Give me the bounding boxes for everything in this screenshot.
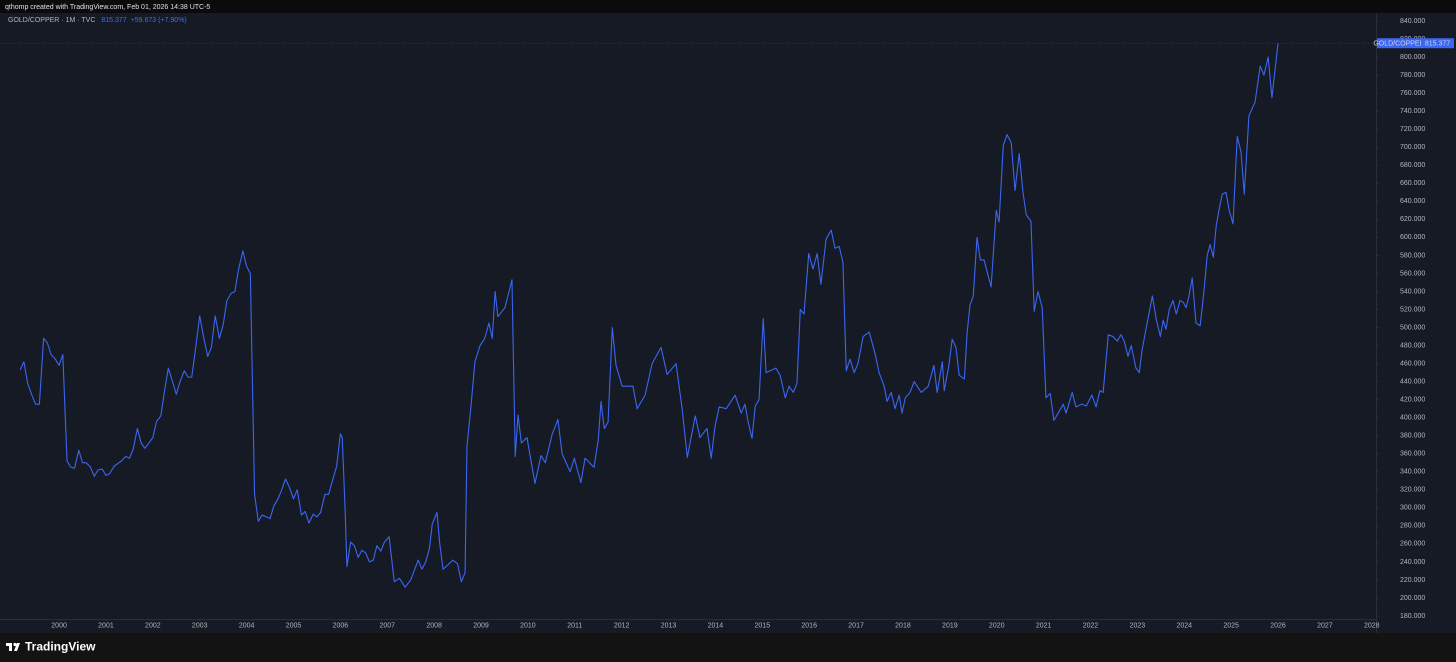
y-tick-label: 500.000	[1400, 324, 1425, 331]
logo-shape	[14, 643, 20, 651]
x-tick-label: 2023	[1130, 622, 1146, 629]
price-tag-value-bg	[1421, 38, 1454, 49]
y-tick-label: 380.000	[1400, 433, 1425, 440]
y-tick-label: 400.000	[1400, 415, 1425, 422]
brand-logo	[6, 642, 20, 651]
y-tick-label: 580.000	[1400, 252, 1425, 259]
x-tick-label: 2027	[1317, 622, 1333, 629]
legend: GOLD/COPPER · 1M · TVC 815.377 +59.673 (+…	[8, 17, 187, 24]
y-tick-label: 780.000	[1400, 72, 1425, 79]
x-tick-label: 2013	[661, 622, 677, 629]
x-tick-label: 2002	[145, 622, 161, 629]
y-tick-label: 360.000	[1400, 451, 1425, 458]
legend-change: +59.673 (+7.90%)	[131, 17, 187, 24]
y-tick-label: 460.000	[1400, 360, 1425, 367]
y-tick-label: 340.000	[1400, 469, 1425, 476]
top-bar	[0, 0, 1456, 13]
logo-shape	[13, 642, 17, 647]
x-tick-label: 2028	[1364, 622, 1380, 629]
y-tick-label: 800.000	[1400, 54, 1425, 61]
x-tick-label: 2019	[942, 622, 958, 629]
x-tick-label: 2015	[755, 622, 771, 629]
y-tick-label: 660.000	[1400, 180, 1425, 187]
y-tick-label: 560.000	[1400, 270, 1425, 277]
x-tick-label: 2004	[239, 622, 255, 629]
y-tick-label: 680.000	[1400, 162, 1425, 169]
footer-bar	[0, 633, 1456, 662]
x-tick-label: 2021	[1036, 622, 1052, 629]
chart-background	[0, 13, 1456, 633]
x-tick-label: 2006	[333, 622, 349, 629]
y-tick-label: 300.000	[1400, 505, 1425, 512]
x-tick-label: 2012	[614, 622, 630, 629]
y-tick-label: 520.000	[1400, 306, 1425, 313]
y-tick-label: 180.000	[1400, 613, 1425, 620]
x-tick-label: 2011	[567, 622, 582, 629]
x-tick-label: 2017	[848, 622, 864, 629]
x-tick-label: 2005	[286, 622, 302, 629]
legend-last-value: 815.377	[101, 17, 126, 24]
y-tick-label: 220.000	[1400, 577, 1425, 584]
x-tick-label: 2009	[473, 622, 489, 629]
y-tick-label: 620.000	[1400, 216, 1425, 223]
price-tag-name-bg	[1377, 38, 1421, 49]
x-tick-label: 2022	[1083, 622, 1099, 629]
price-line	[19, 43, 1279, 588]
x-tick-label: 2001	[98, 622, 114, 629]
y-tick-label: 420.000	[1400, 397, 1425, 404]
y-tick-label: 700.000	[1400, 144, 1425, 151]
y-tick-label: 320.000	[1400, 487, 1425, 494]
attribution: qthomp created with TradingView.com, Feb…	[5, 4, 210, 11]
price-tag-value: 815.377	[1425, 41, 1450, 48]
x-tick-label: 2016	[801, 622, 817, 629]
y-tick-label: 760.000	[1400, 90, 1425, 97]
y-tick-label: 740.000	[1400, 108, 1425, 115]
y-tick-label: 260.000	[1400, 541, 1425, 548]
x-tick-label: 2020	[989, 622, 1005, 629]
x-tick-label: 2025	[1223, 622, 1239, 629]
x-tick-label: 2026	[1270, 622, 1286, 629]
x-tick-label: 2014	[708, 622, 724, 629]
x-tick-label: 2007	[379, 622, 395, 629]
price-tag-name: GOLD/COPPER	[1373, 41, 1424, 48]
y-tick-label: 440.000	[1400, 378, 1425, 385]
y-tick-label: 240.000	[1400, 559, 1425, 566]
y-tick-label: 200.000	[1400, 595, 1425, 602]
legend-title: GOLD/COPPER · 1M · TVC	[8, 17, 95, 24]
y-tick-label: 840.000	[1400, 18, 1425, 25]
brand-name: TradingView	[25, 640, 96, 654]
logo-shape	[9, 643, 12, 651]
x-tick-label: 2024	[1176, 622, 1192, 629]
y-tick-label: 540.000	[1400, 288, 1425, 295]
y-tick-label: 280.000	[1400, 523, 1425, 530]
x-tick-label: 2008	[426, 622, 442, 629]
y-tick-label: 600.000	[1400, 234, 1425, 241]
y-tick-label: 720.000	[1400, 126, 1425, 133]
x-tick-label: 2010	[520, 622, 536, 629]
x-tick-label: 2003	[192, 622, 208, 629]
x-tick-label: 2018	[895, 622, 911, 629]
y-tick-label: 640.000	[1400, 198, 1425, 205]
y-tick-label: 480.000	[1400, 342, 1425, 349]
x-tick-label: 2000	[51, 622, 67, 629]
